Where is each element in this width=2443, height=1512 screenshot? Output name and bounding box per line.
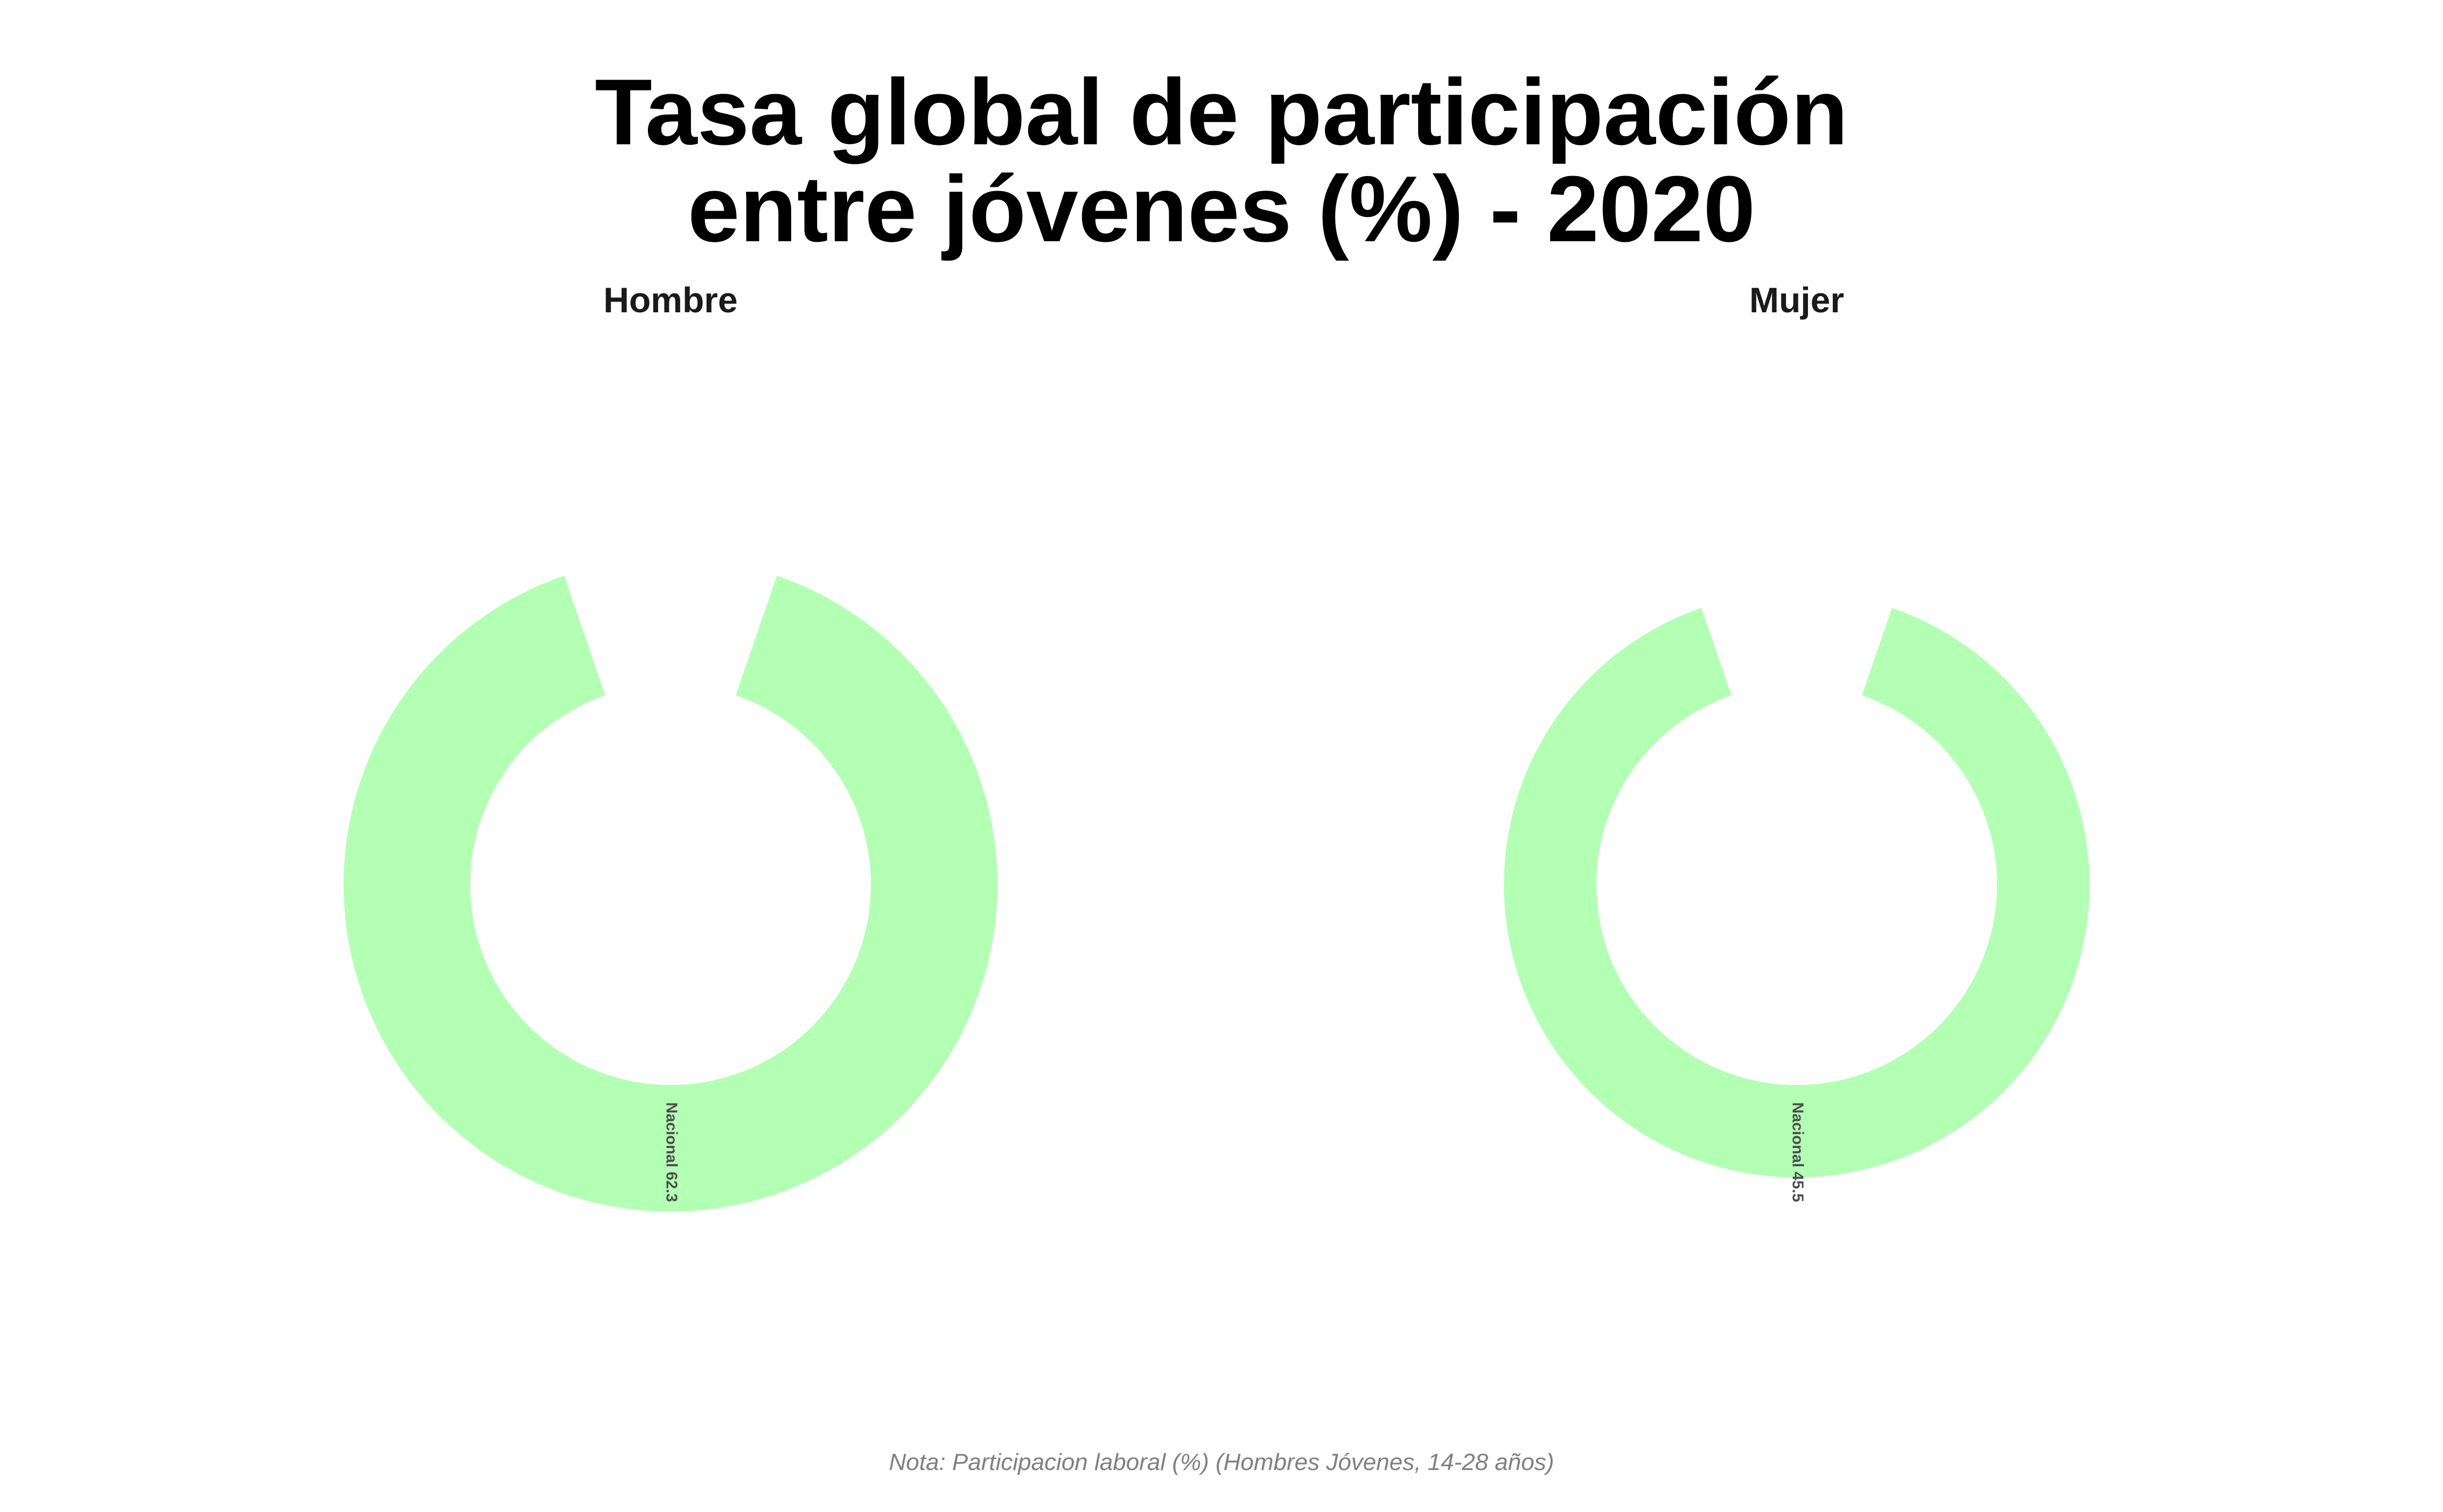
donut-ring-hombre — [343, 576, 998, 1212]
chart-title-line-1: Tasa global de participación — [595, 59, 1848, 164]
facets-group: Hombre Nacional 62.3 Mujer Nacional 45.5 — [343, 280, 2090, 1212]
donut-ring-mujer — [1504, 607, 2090, 1178]
chart-caption: Nota: Participacion laboral (%) (Hombres… — [889, 1449, 1554, 1475]
ring-value-label-mujer: Nacional 45.5 — [1789, 1102, 1806, 1202]
ring-value-label-hombre: Nacional 62.3 — [662, 1102, 680, 1202]
facet-title-mujer: Mujer — [1749, 280, 1844, 320]
chart-title-line-2: entre jóvenes (%) - 2020 — [688, 156, 1755, 261]
facet-title-hombre: Hombre — [603, 280, 737, 320]
